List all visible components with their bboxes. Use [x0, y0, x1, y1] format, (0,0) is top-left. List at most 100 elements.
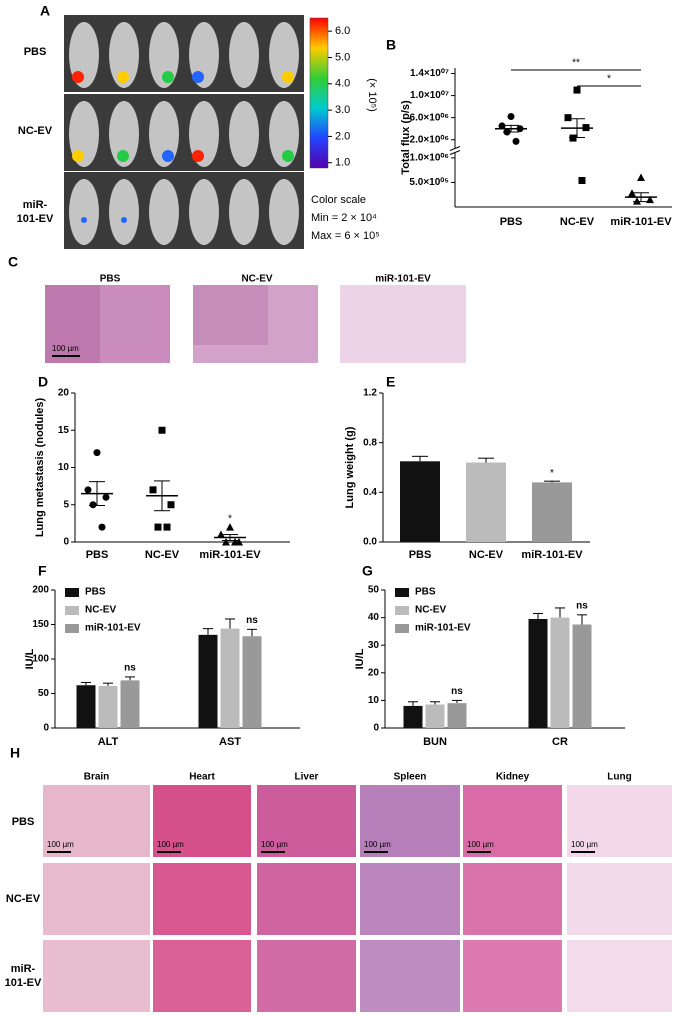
mouse	[229, 101, 259, 167]
y-tick-label: 30	[368, 640, 380, 651]
mouse	[269, 22, 299, 88]
data-point	[154, 523, 162, 531]
data-point	[89, 501, 97, 509]
data-point	[84, 486, 92, 494]
data-point	[637, 173, 645, 182]
histology-image	[463, 940, 562, 1012]
histology-image	[360, 863, 460, 935]
panel-letter: C	[8, 254, 18, 270]
bar	[572, 624, 592, 728]
scale-bar-label: 100 µm	[571, 840, 598, 849]
row-label: miR-101-EV	[16, 199, 54, 225]
mouse	[109, 22, 139, 88]
bar	[528, 618, 548, 728]
significance-label: *	[550, 468, 554, 479]
x-tick-label: PBS	[500, 216, 523, 228]
data-point	[231, 538, 239, 546]
colorbar-tick-label: 4.0	[335, 78, 350, 90]
y-tick-label: 1.0×10⁰⁶	[410, 153, 449, 164]
bar	[447, 703, 467, 728]
significance-label: ns	[451, 686, 463, 697]
legend-swatch	[395, 606, 409, 615]
y-tick-label: 10	[58, 462, 70, 473]
signal	[72, 71, 84, 83]
data-point	[149, 486, 157, 494]
signal	[192, 150, 204, 162]
significance-label: *	[607, 74, 611, 85]
x-tick-label: miR-101-EV	[521, 549, 583, 561]
imaging-row	[64, 15, 304, 92]
data-point	[98, 523, 106, 531]
signal	[282, 150, 294, 162]
mouse	[229, 179, 259, 245]
x-tick-label: PBS	[86, 549, 109, 561]
scale-bar-label: 100 µm	[364, 840, 391, 849]
axis-break-mark	[449, 150, 461, 155]
histology-image	[463, 785, 562, 857]
legend-label: NC-EV	[415, 605, 446, 616]
y-tick-label: 1.2	[363, 388, 377, 399]
histology-image	[43, 785, 150, 857]
bar	[466, 462, 506, 542]
row-label: NC-EV	[17, 125, 53, 137]
mouse	[269, 179, 299, 245]
histology-image	[43, 940, 150, 1012]
y-tick-label: 40	[368, 612, 380, 623]
row-label: PBS	[11, 816, 35, 828]
x-tick-label: miR-101-EV	[610, 216, 672, 228]
data-point	[564, 114, 572, 122]
signal	[117, 71, 129, 83]
colorbar-tick-label: 6.0	[335, 25, 350, 37]
mouse	[109, 101, 139, 167]
y-axis-label: Lung weight (g)	[344, 426, 356, 508]
row-label: NC-EV	[5, 893, 41, 905]
legend-swatch	[65, 606, 79, 615]
y-tick-label: 150	[32, 619, 49, 630]
legend-swatch	[65, 588, 79, 597]
x-tick-label: NC-EV	[560, 216, 595, 228]
axis-break	[449, 148, 461, 153]
signal	[117, 150, 129, 162]
y-tick-label: 1.4×10⁰⁷	[410, 68, 449, 79]
histology-image	[153, 785, 251, 857]
mouse	[149, 179, 179, 245]
data-point	[102, 493, 110, 501]
panel-letter: F	[38, 563, 47, 579]
significance-label: ns	[576, 600, 588, 611]
x-tick-label: PBS	[409, 549, 432, 561]
colorbar-unit: (× 10⁵)	[366, 78, 378, 112]
histology-image	[257, 785, 356, 857]
mouse	[109, 179, 139, 245]
significance-label: ns	[124, 663, 136, 674]
bar	[76, 685, 96, 728]
colorbar-tick-label: 2.0	[335, 130, 350, 142]
colorbar-tick-label: 1.0	[335, 157, 350, 169]
bar	[98, 685, 118, 728]
legend-label: miR-101-EV	[415, 623, 471, 634]
y-tick-label: 0	[373, 723, 379, 734]
scale-bar-label: 100 µm	[261, 840, 288, 849]
bar	[220, 628, 240, 728]
column-label: Kidney	[496, 772, 530, 783]
y-tick-label: 20	[368, 667, 380, 678]
histology-image	[360, 785, 460, 857]
data-point	[569, 134, 577, 142]
histology-image	[340, 285, 466, 363]
data-point	[512, 137, 520, 145]
histology-image	[257, 863, 356, 935]
mouse	[149, 22, 179, 88]
imaging-row	[64, 94, 304, 171]
x-tick-label: NC-EV	[469, 549, 504, 561]
scale-bar-label: 100 µm	[157, 840, 184, 849]
legend-swatch	[395, 624, 409, 633]
axis-break-mark	[449, 146, 461, 151]
legend-label: PBS	[85, 587, 106, 598]
bar	[425, 704, 445, 728]
column-label: Heart	[189, 772, 215, 783]
color-scale-min: Min = 2 × 10⁴	[311, 212, 377, 224]
y-tick-label: 20	[58, 388, 70, 399]
histology-image	[257, 940, 356, 1012]
data-point	[222, 538, 230, 546]
